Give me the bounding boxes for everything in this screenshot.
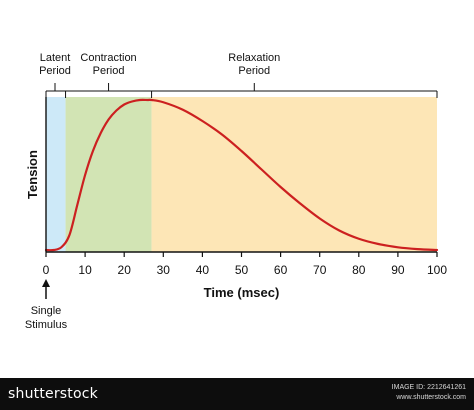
x-tick-label: 0 bbox=[43, 263, 50, 277]
tension-curve-0 bbox=[44, 98, 439, 252]
period-label-line1: Contraction bbox=[80, 52, 136, 64]
x-tick-label: 30 bbox=[157, 263, 171, 277]
x-tick-label: 20 bbox=[118, 263, 132, 277]
muscle-twitch-chart: 0 10 20 30 40 50 60 70 80 90 100 Time (msec) Tensio… bbox=[25, 52, 447, 331]
site-url: www.shutterstock.com bbox=[396, 394, 466, 401]
x-tick-label: 100 bbox=[427, 263, 447, 277]
period-label-line1: Relaxation bbox=[228, 52, 280, 64]
x-tick-label: 50 bbox=[235, 263, 249, 277]
x-tick-label: 60 bbox=[274, 263, 288, 277]
period-label-line2: Period bbox=[93, 65, 125, 77]
x-tick-label: 80 bbox=[352, 263, 366, 277]
stimulus-arrow-head bbox=[42, 279, 50, 287]
series-layer bbox=[44, 98, 439, 252]
period-region-0 bbox=[46, 97, 66, 252]
stimulus-label-line2: Stimulus bbox=[25, 319, 68, 331]
period-regions bbox=[46, 97, 437, 252]
image-info: IMAGE ID: 2212641261 www.shutterstock.co… bbox=[392, 383, 466, 403]
x-tick-label: 40 bbox=[196, 263, 210, 277]
period-region-1 bbox=[65, 97, 152, 252]
image-id: IMAGE ID: 2212641261 bbox=[391, 384, 466, 391]
x-axis-title: Time (msec) bbox=[204, 285, 280, 300]
period-label-line2: Period bbox=[238, 65, 270, 77]
labels: Time (msec)TensionLatentPeriodContractio… bbox=[25, 52, 280, 331]
stimulus-label-line1: Single bbox=[31, 305, 62, 317]
x-tick-label: 10 bbox=[78, 263, 92, 277]
period-region-2 bbox=[151, 97, 437, 252]
axes: 0 10 20 30 40 50 60 70 80 90 100 bbox=[43, 97, 447, 277]
footer-bar: shutterstock IMAGE ID: 2212641261 www.sh… bbox=[0, 378, 474, 410]
period-label-line2: Period bbox=[39, 65, 71, 77]
period-label-line1: Latent bbox=[40, 52, 71, 64]
period-brackets bbox=[45, 83, 438, 98]
x-tick-label: 90 bbox=[391, 263, 405, 277]
brand-logo: shutterstock bbox=[8, 386, 98, 402]
y-axis-title: Tension bbox=[25, 150, 40, 199]
x-tick-label: 70 bbox=[313, 263, 327, 277]
